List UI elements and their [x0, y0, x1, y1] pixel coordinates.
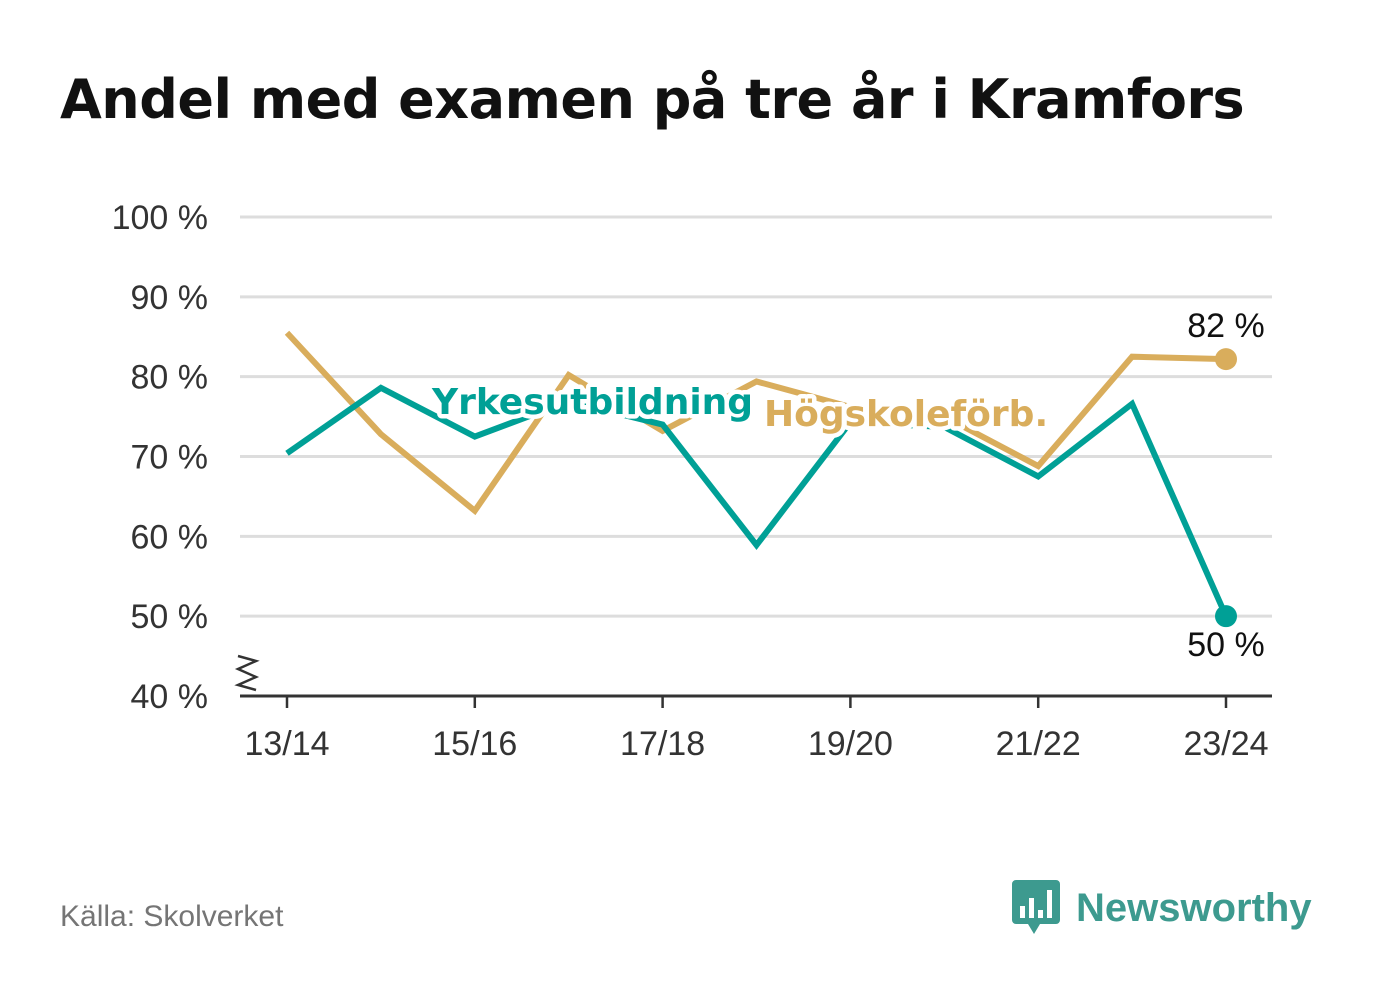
y-tick-label: 70 % [131, 439, 209, 477]
y-tick-label: 60 % [131, 518, 209, 556]
y-tick-label: 100 % [112, 199, 208, 237]
axis-break-icon [234, 654, 260, 692]
series-name-label: Högskoleförb. [764, 394, 1048, 435]
series-lines [284, 330, 1237, 628]
axes: 40 % 50 % 60 % 70 % 80 % 90 % 100 % 13/14 15/16 1… [112, 199, 1272, 763]
series-line-yrkesutbildning [285, 384, 1229, 618]
brand-logo[interactable]: Newsworthy [1010, 878, 1312, 938]
x-tick-label: 15/16 [432, 725, 517, 763]
series-name-label: Yrkesutbildning [431, 382, 753, 423]
series-end-point [1215, 605, 1237, 628]
x-tick-label: 17/18 [620, 725, 705, 763]
x-tick-label: 13/14 [244, 725, 329, 763]
x-tick-label: 21/22 [996, 725, 1081, 763]
line-chart: 40 % 50 % 60 % 70 % 80 % 90 % 100 % 13/14 15/16 1… [112, 199, 1272, 763]
end-value-label: 50 % [1187, 626, 1265, 664]
series-end-point [1215, 348, 1237, 371]
y-tick-label: 40 % [131, 678, 209, 716]
chart-title: Andel med examen på tre år i Kramfors [60, 68, 1245, 131]
bar-chart-speech-bubble-icon [1012, 880, 1060, 934]
source-note: Källa: Skolverket [60, 900, 284, 933]
y-tick-label: 50 % [131, 598, 209, 636]
end-value-label: 82 % [1187, 307, 1265, 345]
series-line-hogskoleforb [284, 330, 1227, 516]
brand-name: Newsworthy [1076, 885, 1312, 930]
x-tick-label: 23/24 [1183, 725, 1268, 763]
labels: Yrkesutbildning Högskoleförb. 82 % 50 % [427, 307, 1265, 664]
y-tick-label: 90 % [131, 279, 209, 317]
y-tick-label: 80 % [131, 359, 209, 397]
x-tick-label: 19/20 [808, 725, 893, 763]
